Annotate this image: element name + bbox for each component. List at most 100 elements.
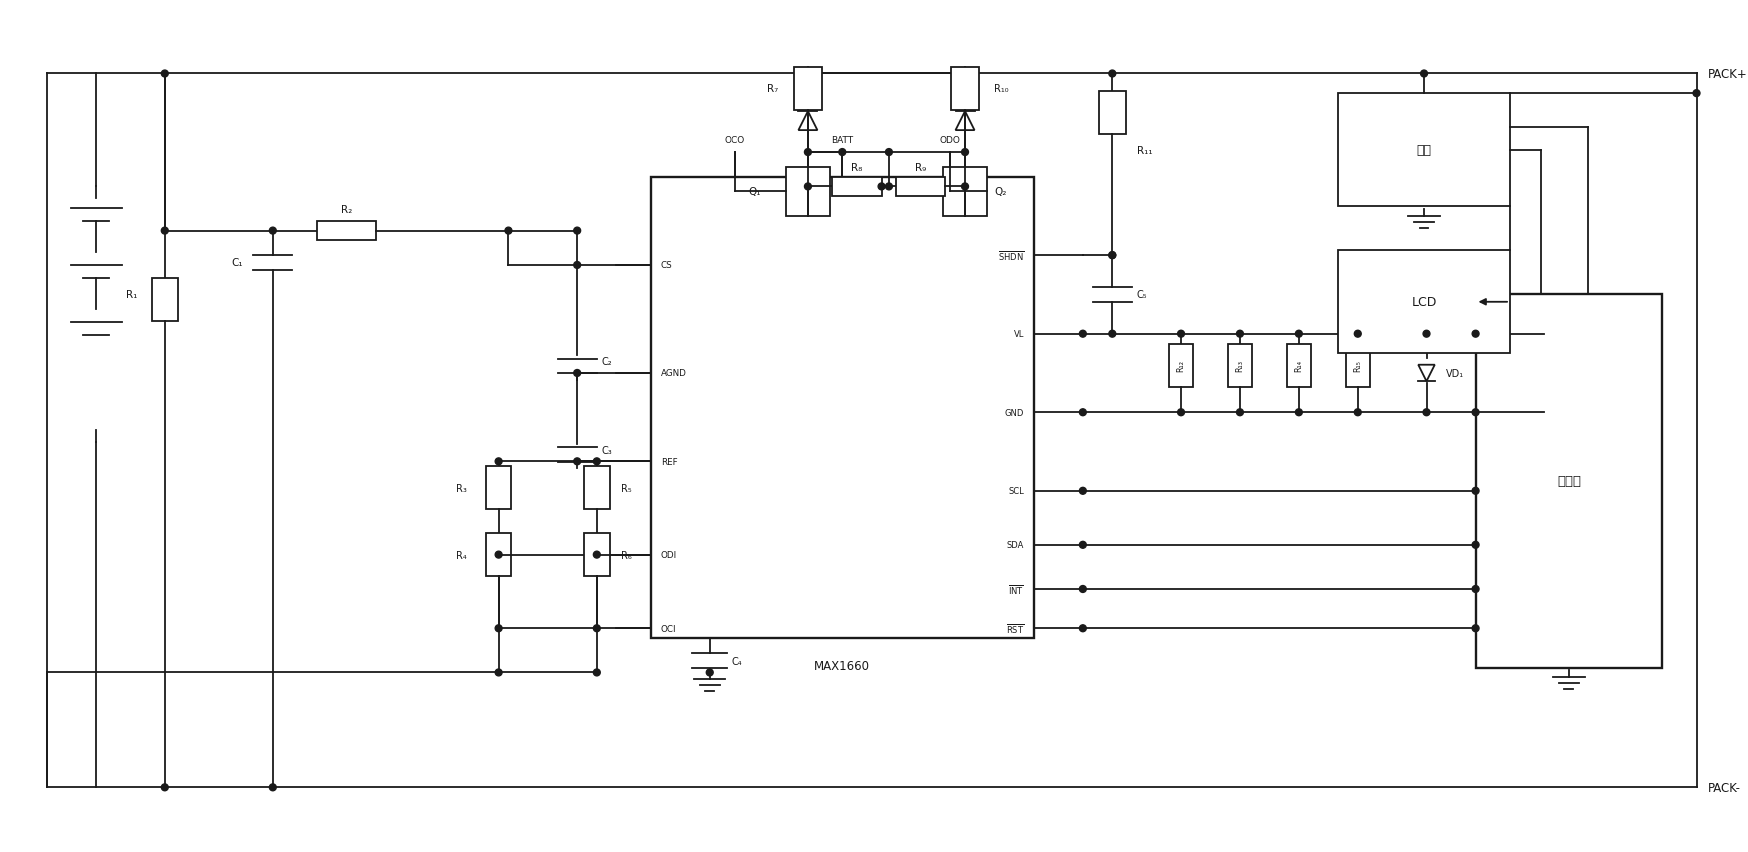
Text: C₂: C₂	[601, 357, 612, 366]
Text: ODO: ODO	[939, 135, 960, 145]
Circle shape	[495, 458, 502, 465]
Bar	[584, 533, 610, 577]
Circle shape	[1692, 90, 1699, 97]
Circle shape	[161, 227, 168, 235]
Bar	[794, 67, 822, 111]
Bar	[1227, 344, 1252, 388]
Circle shape	[1236, 409, 1243, 416]
Bar	[951, 67, 979, 111]
Text: R₃: R₃	[456, 483, 467, 493]
Bar	[152, 279, 178, 321]
Circle shape	[1472, 409, 1479, 416]
Circle shape	[1295, 409, 1302, 416]
Circle shape	[1079, 625, 1086, 632]
Text: $\overline{\rm RST}$: $\overline{\rm RST}$	[1005, 622, 1023, 636]
Bar	[1346, 344, 1369, 388]
Text: Q₂: Q₂	[995, 187, 1007, 197]
Bar	[486, 467, 510, 509]
Text: BATT: BATT	[830, 135, 853, 145]
Text: R₈: R₈	[851, 163, 862, 173]
Circle shape	[495, 625, 502, 632]
Circle shape	[1472, 625, 1479, 632]
Circle shape	[1423, 331, 1430, 337]
Circle shape	[593, 551, 600, 558]
Circle shape	[495, 669, 502, 676]
Circle shape	[1108, 71, 1115, 78]
Circle shape	[884, 149, 891, 156]
Bar	[584, 467, 610, 509]
Circle shape	[1423, 409, 1430, 416]
Bar	[1337, 251, 1509, 354]
Circle shape	[1472, 586, 1479, 593]
Text: R₉: R₉	[914, 163, 926, 173]
Bar	[1337, 94, 1509, 207]
Circle shape	[505, 227, 512, 235]
Circle shape	[961, 184, 968, 191]
Text: VD₁: VD₁	[1446, 369, 1463, 378]
Polygon shape	[954, 112, 974, 131]
Text: R₁₃: R₁₃	[1234, 360, 1245, 371]
Text: R₁₄: R₁₄	[1294, 360, 1302, 371]
Circle shape	[1176, 409, 1183, 416]
Circle shape	[593, 458, 600, 465]
Circle shape	[1176, 331, 1183, 337]
Text: ODI: ODI	[661, 550, 676, 560]
Circle shape	[1419, 71, 1426, 78]
Text: GND: GND	[1003, 408, 1023, 417]
Circle shape	[573, 370, 580, 377]
Bar	[1098, 92, 1126, 135]
Text: R₁₂: R₁₂	[1176, 360, 1185, 371]
Text: R₇: R₇	[767, 84, 778, 94]
Text: CS: CS	[661, 262, 671, 270]
Circle shape	[269, 784, 276, 791]
Text: C₃: C₃	[601, 445, 612, 455]
Bar	[1287, 344, 1309, 388]
Text: R₁₁: R₁₁	[1136, 146, 1152, 155]
Bar	[486, 533, 510, 577]
Bar	[650, 177, 1033, 638]
Circle shape	[1079, 331, 1086, 337]
Text: $\overline{\rm INT}$: $\overline{\rm INT}$	[1007, 582, 1023, 596]
Polygon shape	[1418, 366, 1433, 382]
Bar	[787, 168, 829, 216]
Circle shape	[804, 184, 811, 191]
Text: 串口: 串口	[1416, 144, 1430, 157]
Circle shape	[1472, 542, 1479, 549]
Text: MAX1660: MAX1660	[815, 659, 871, 672]
Text: $\overline{\rm SHDN}$: $\overline{\rm SHDN}$	[996, 249, 1023, 262]
Circle shape	[1108, 252, 1115, 259]
Bar	[316, 222, 376, 241]
Text: C₄: C₄	[731, 656, 741, 666]
Circle shape	[1079, 542, 1086, 549]
Text: R₅: R₅	[621, 483, 631, 493]
Bar	[895, 177, 946, 197]
Text: Q₁: Q₁	[748, 187, 760, 197]
Circle shape	[804, 149, 811, 156]
Text: PACK+: PACK+	[1708, 68, 1746, 81]
Circle shape	[884, 184, 891, 191]
Circle shape	[269, 227, 276, 235]
Text: SCL: SCL	[1007, 486, 1023, 496]
Text: LCD: LCD	[1411, 296, 1435, 309]
Circle shape	[495, 551, 502, 558]
Circle shape	[1472, 331, 1479, 337]
Bar	[1475, 295, 1661, 668]
Circle shape	[1353, 331, 1360, 337]
Bar	[1169, 344, 1192, 388]
Bar	[832, 177, 881, 197]
Circle shape	[573, 227, 580, 235]
Text: R₁₅: R₁₅	[1353, 360, 1362, 371]
Circle shape	[1079, 409, 1086, 416]
Circle shape	[573, 458, 580, 465]
Circle shape	[1353, 409, 1360, 416]
Circle shape	[839, 149, 846, 156]
Text: AGND: AGND	[661, 369, 687, 378]
Circle shape	[1108, 252, 1115, 259]
Circle shape	[593, 669, 600, 676]
Circle shape	[593, 625, 600, 632]
Circle shape	[161, 71, 168, 78]
Circle shape	[706, 669, 713, 676]
Text: VL: VL	[1014, 330, 1023, 339]
Circle shape	[1472, 488, 1479, 495]
Text: OCO: OCO	[724, 135, 745, 145]
